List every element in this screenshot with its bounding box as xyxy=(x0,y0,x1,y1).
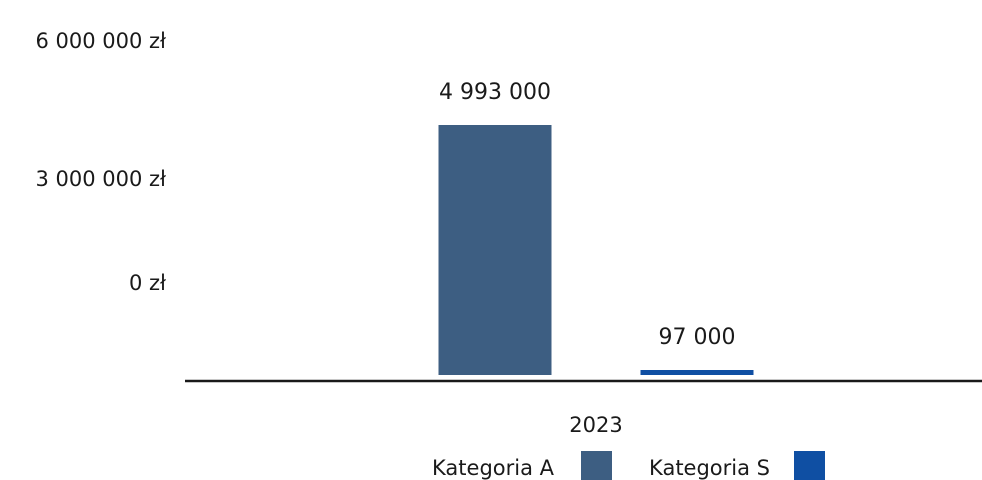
data-label: 4 993 000 xyxy=(439,80,551,105)
legend-label: Kategoria S xyxy=(649,456,770,480)
legend-label: Kategoria A xyxy=(432,456,555,480)
y-tick-label: 3 000 000 zł xyxy=(35,167,166,191)
legend: Kategoria A Kategoria S xyxy=(432,451,825,480)
x-tick-label: 2023 xyxy=(569,413,622,437)
legend-swatch xyxy=(581,451,612,480)
bars-group xyxy=(438,125,754,375)
legend-swatch xyxy=(794,451,825,480)
y-axis-ticks: 6 000 000 zł 3 000 000 zł 0 zł xyxy=(35,29,166,295)
y-tick-label: 0 zł xyxy=(129,271,166,295)
bar-kategoria-a xyxy=(438,125,552,375)
y-tick-label: 6 000 000 zł xyxy=(35,29,166,53)
x-axis-ticks: 2023 xyxy=(569,413,622,437)
data-label: 97 000 xyxy=(659,325,736,350)
data-labels-group: 4 993 000 97 000 xyxy=(439,80,735,350)
bar-kategoria-s xyxy=(640,370,754,375)
